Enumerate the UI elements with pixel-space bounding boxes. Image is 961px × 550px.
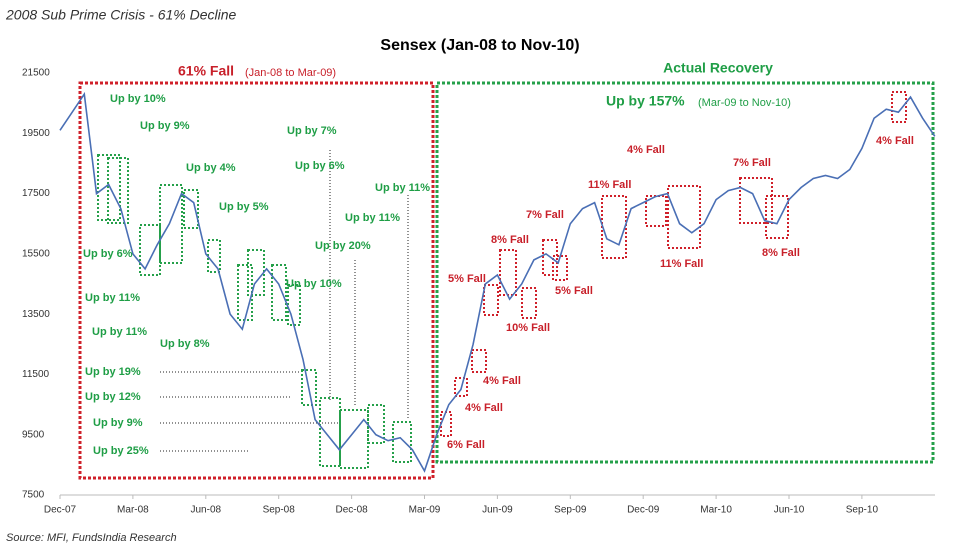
- fall-annotation: 6% Fall: [447, 439, 485, 451]
- fall-annotation: 5% Fall: [448, 273, 486, 285]
- x-tick-label: Sep-09: [554, 505, 587, 516]
- rise-annotation: Up by 9%: [93, 417, 143, 429]
- sensex-line: [59, 91, 936, 473]
- y-tick-label: 11500: [22, 369, 50, 380]
- chart-title: Sensex (Jan-08 to Nov-10): [380, 37, 579, 54]
- fall-annotation: 8% Fall: [762, 247, 800, 259]
- fall-box: [440, 411, 452, 437]
- rise-annotation: Up by 11%: [85, 292, 140, 304]
- rise-box: [247, 249, 265, 296]
- fall-box: [499, 249, 517, 296]
- x-tick-label: Dec-07: [44, 505, 77, 516]
- fall-box: [483, 284, 499, 316]
- rise-annotation: Up by 4%: [186, 162, 236, 174]
- rise-box: [159, 184, 183, 264]
- rise-box: [107, 157, 129, 224]
- fall-box: [521, 287, 537, 319]
- y-tick-label: 7500: [22, 490, 45, 501]
- fall-period: (Jan-08 to Mar-09): [245, 67, 336, 79]
- fall-box: [891, 91, 907, 123]
- fall-box: [542, 239, 558, 276]
- fall-annotation: 7% Fall: [733, 157, 771, 169]
- rise-annotation: Up by 8%: [160, 338, 210, 350]
- fall-annotation: 7% Fall: [526, 209, 564, 221]
- fall-box: [601, 195, 627, 259]
- rise-annotation: Up by 10%: [286, 278, 342, 290]
- rise-box: [392, 421, 412, 463]
- fall-box: [552, 255, 568, 281]
- x-tick-label: Jun-10: [774, 505, 805, 516]
- rise-annotation: Up by 11%: [375, 182, 430, 194]
- source: Source: MFI, FundsIndia Research: [6, 532, 177, 544]
- rise-annotation: Up by 6%: [83, 248, 133, 260]
- fall-box: [667, 185, 701, 249]
- rise-annotation: Up by 7%: [287, 125, 337, 137]
- fall-box: [78, 81, 435, 480]
- rise-annotation: Up by 19%: [85, 366, 141, 378]
- rise-annotation: Up by 9%: [140, 120, 190, 132]
- recovery-title: Actual Recovery: [663, 60, 773, 76]
- fall-box: [471, 349, 487, 373]
- recovery-period: (Mar-09 to Nov-10): [698, 97, 791, 109]
- rise-box: [287, 284, 301, 326]
- fall-annotation: 8% Fall: [491, 234, 529, 246]
- fall-box: [739, 177, 773, 224]
- fall-annotation: 4% Fall: [876, 135, 914, 147]
- rise-box: [271, 264, 287, 321]
- fall-annotation: 4% Fall: [627, 144, 665, 156]
- fall-annotation: 10% Fall: [506, 322, 550, 334]
- fall-annotation: 4% Fall: [465, 402, 503, 414]
- rise-annotation: Up by 12%: [85, 391, 141, 403]
- rise-box: [301, 369, 317, 406]
- x-tick-label: Jun-08: [191, 505, 222, 516]
- y-tick-label: 13500: [22, 309, 50, 320]
- rise-annotation: Up by 5%: [219, 201, 269, 213]
- rise-annotation: Up by 11%: [92, 326, 147, 338]
- rise-annotation: Up by 10%: [110, 93, 166, 105]
- fall-box: [454, 377, 468, 397]
- x-tick-label: Jun-09: [482, 505, 513, 516]
- x-tick-label: Mar-10: [700, 505, 732, 516]
- rise-annotation: Up by 20%: [315, 240, 371, 252]
- fall-annotation: 11% Fall: [588, 179, 631, 191]
- x-tick-label: Dec-08: [335, 505, 368, 516]
- header: 2008 Sub Prime Crisis - 61% Decline: [5, 7, 237, 23]
- x-tick-label: Mar-08: [117, 505, 149, 516]
- y-tick-label: 17500: [22, 188, 50, 199]
- recovery-box: [435, 81, 935, 464]
- y-tick-label: 21500: [22, 68, 50, 79]
- y-tick-label: 15500: [22, 248, 50, 259]
- x-tick-label: Mar-09: [409, 505, 441, 516]
- y-tick-label: 9500: [22, 429, 45, 440]
- fall-annotation: 5% Fall: [555, 285, 593, 297]
- fall-annotation: 4% Fall: [483, 375, 521, 387]
- fall-label: 61% Fall: [178, 63, 234, 79]
- x-tick-label: Sep-08: [263, 505, 296, 516]
- fall-box: [765, 195, 789, 239]
- rise-box: [139, 224, 161, 276]
- rise-box: [207, 239, 221, 273]
- rise-box: [183, 189, 199, 229]
- rise-annotation: Up by 25%: [93, 445, 149, 457]
- fall-annotation: 11% Fall: [660, 258, 703, 270]
- rise-box: [237, 264, 253, 321]
- recovery-label: Up by 157%: [606, 93, 685, 109]
- x-tick-label: Dec-09: [627, 505, 660, 516]
- rise-annotation: Up by 6%: [295, 160, 345, 172]
- x-tick-label: Sep-10: [846, 505, 879, 516]
- rise-box: [319, 397, 341, 467]
- rise-annotation: Up by 11%: [345, 212, 400, 224]
- y-tick-label: 19500: [22, 128, 50, 139]
